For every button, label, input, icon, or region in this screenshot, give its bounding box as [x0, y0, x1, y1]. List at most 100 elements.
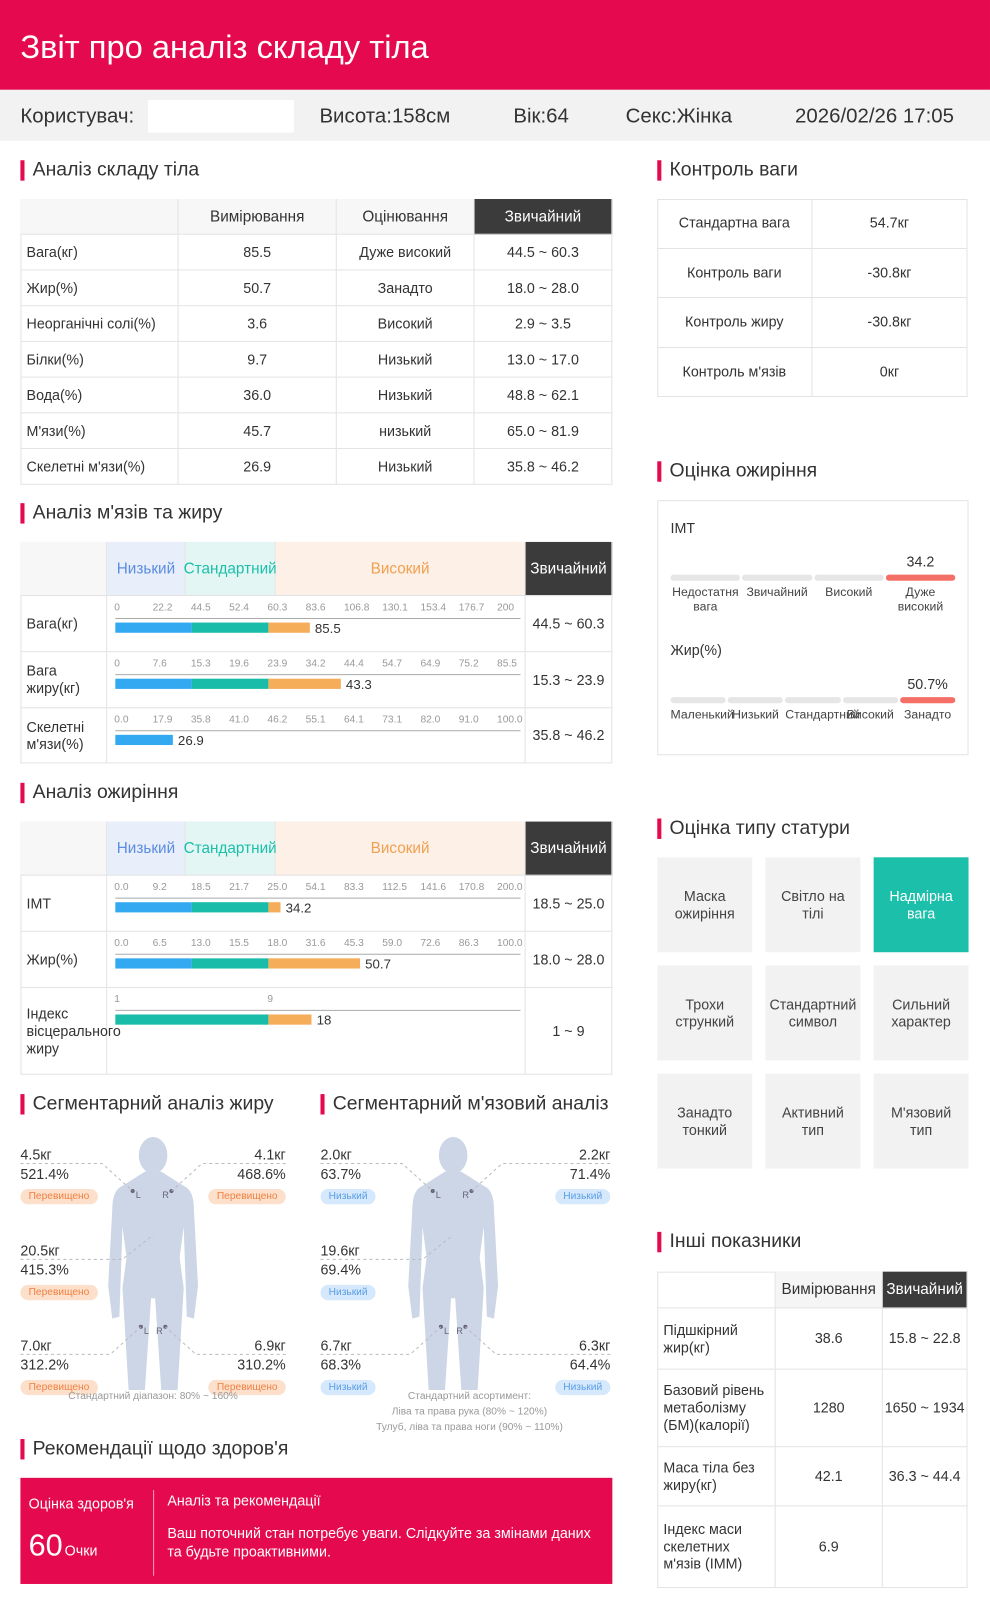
tick-label: 19.6	[229, 658, 249, 670]
row-label: IMT	[20, 875, 108, 932]
leader-line	[320, 1162, 434, 1192]
tick-label: 83.6	[305, 602, 326, 614]
value-bar	[115, 678, 192, 689]
value-bar	[115, 622, 192, 633]
report-title: Звіт про аналіз складу тіла	[20, 28, 429, 66]
table-cell: 42.1	[775, 1447, 883, 1507]
tick-label: 82.0	[420, 714, 441, 726]
column-header: Вимірювання	[775, 1271, 883, 1309]
table-cell: Занадто	[336, 270, 475, 307]
body-side-label: L	[435, 1189, 441, 1200]
tick-label: 64.9	[420, 658, 441, 670]
chart-cell	[107, 708, 526, 764]
tick-label: 34.2	[305, 658, 326, 670]
value-label: 43.3	[345, 676, 372, 693]
range-cell: 35.8 ~ 46.2	[525, 708, 613, 764]
chart-cell	[107, 875, 526, 932]
section-title: Сегментарний аналіз жиру	[32, 1092, 274, 1115]
table-cell: 26.9	[178, 449, 337, 485]
table-cell: 38.6	[775, 1308, 883, 1370]
tick-label: 0.0	[114, 937, 129, 950]
table-cell: 6.9	[775, 1506, 883, 1589]
table-cell: 35.8 ~ 46.2	[474, 449, 613, 485]
leader-line	[471, 1162, 611, 1192]
section-title: Аналіз ожиріння	[32, 781, 179, 803]
tick-label: 46.2	[267, 714, 288, 726]
user-name-box	[147, 100, 294, 133]
tick-label: 18.5	[190, 881, 211, 894]
body-side-label: L	[143, 1325, 150, 1336]
row-label: Маса тіла без жиру(кг)	[657, 1447, 776, 1507]
value-bar	[191, 958, 269, 969]
score-row: 60 Очки	[29, 1529, 98, 1564]
tick-label: 9	[267, 994, 274, 1006]
tick-label: 9.2	[152, 881, 167, 894]
table-cell: 9.7	[178, 341, 337, 378]
table-cell: 45.7	[178, 413, 337, 450]
table-cell: Низький	[336, 449, 475, 485]
value-bar	[268, 902, 281, 913]
segment-weight: 4.5кг	[20, 1145, 52, 1163]
assessment-card	[657, 500, 969, 756]
value-bar	[268, 1014, 312, 1025]
value-bar	[191, 902, 269, 913]
table-cell: 50.7	[178, 270, 337, 307]
value-bar	[115, 958, 192, 969]
table-cell: низький	[336, 413, 475, 450]
row-label: Жир(%)	[20, 931, 108, 988]
score-unit: Очки	[64, 1542, 98, 1559]
row-label: Жир(%)	[20, 270, 179, 307]
body-side-label: R	[162, 1189, 169, 1200]
segment-percent: 63.7%	[320, 1165, 361, 1182]
tick-label: 59.0	[382, 937, 403, 950]
section-accent	[657, 160, 662, 181]
scale-level: Низький	[732, 707, 779, 722]
segment-weight: 6.3кг	[578, 1336, 611, 1353]
value-bar	[115, 734, 173, 746]
status-badge: Перевищено	[20, 1188, 98, 1205]
table-cell: 44.5 ~ 60.3	[474, 234, 613, 271]
body-side-label: L	[135, 1189, 141, 1200]
scale-segment	[670, 697, 726, 704]
tick-label: 0.0	[114, 881, 129, 894]
leader-line	[171, 1162, 286, 1192]
section-title: Оцінка ожиріння	[669, 459, 818, 482]
header-cell	[657, 1271, 776, 1309]
table-cell: -30.8кг	[812, 298, 968, 348]
section-title: Оцінка типу статури	[669, 817, 851, 839]
column-header: Оцінювання	[336, 199, 475, 235]
chart-cell	[107, 987, 526, 1075]
footnote: Стандартний діапазон: 80% ~ 160%	[68, 1391, 238, 1403]
segment-percent: 310.2%	[237, 1355, 286, 1373]
scale-segment	[899, 697, 956, 704]
body-type-cell: Сильний характер	[873, 965, 969, 1061]
tick-label: 13.0	[190, 937, 211, 950]
leader-line	[320, 1326, 442, 1355]
scale-level: Занадто	[903, 707, 952, 722]
table-cell: 0кг	[812, 347, 968, 398]
tick-label: 25.0	[267, 881, 288, 894]
segment-percent: 312.2%	[20, 1355, 69, 1373]
scale-segment	[842, 697, 898, 704]
tick-label: 35.8	[190, 714, 211, 726]
section-accent	[20, 160, 25, 181]
body-type-cell: Трохи стрункий	[657, 965, 753, 1061]
tick-label: 18.0	[267, 937, 288, 950]
footnote: Ліва та права рука (80% ~ 120%)	[391, 1406, 548, 1418]
datetime: 2026/02/26 17:05	[795, 105, 954, 128]
user-label: Користувач:	[20, 105, 135, 128]
tick-label: 64.1	[343, 714, 364, 726]
table-cell: -30.8кг	[812, 248, 968, 299]
body-side-label: R	[462, 1189, 469, 1200]
section-accent	[657, 1231, 662, 1253]
status-badge: Перевищено	[20, 1284, 98, 1301]
row-label: Індекс маси скелетних м'язів (IMM)	[657, 1506, 776, 1589]
leader-line	[20, 1326, 142, 1355]
body-side-label: L	[443, 1325, 450, 1336]
tick-label: 31.6	[305, 937, 326, 950]
row-label: Вода(%)	[20, 377, 179, 414]
value-label: 85.5	[314, 620, 341, 637]
tick-label: 15.3	[190, 658, 211, 670]
table-cell: 54.7кг	[812, 199, 968, 249]
